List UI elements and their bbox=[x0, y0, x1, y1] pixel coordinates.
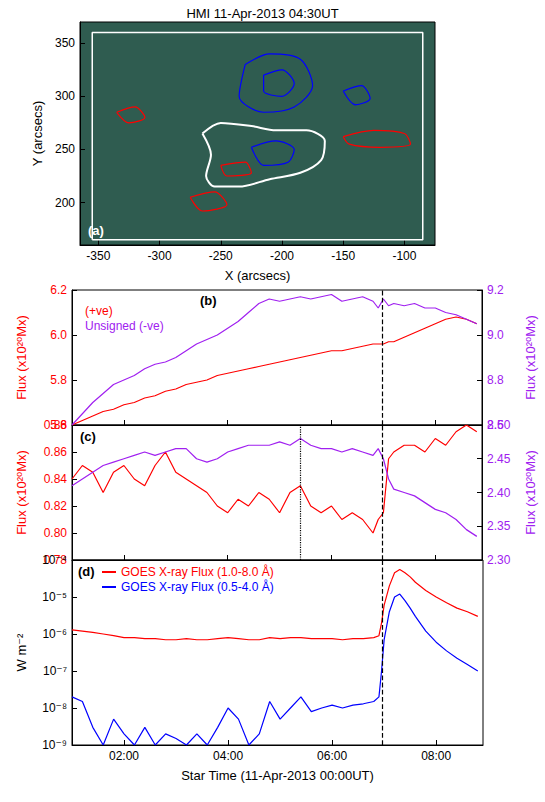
svg-text:5.8: 5.8 bbox=[50, 373, 67, 387]
svg-text:10⁻⁴: 10⁻⁴ bbox=[42, 553, 67, 567]
svg-text:X (arcsecs): X (arcsecs) bbox=[225, 268, 291, 283]
svg-text:8.8: 8.8 bbox=[487, 373, 504, 387]
svg-text:-100: -100 bbox=[392, 249, 416, 263]
svg-text:Flux (x10²⁰Mx): Flux (x10²⁰Mx) bbox=[14, 450, 29, 535]
svg-text:-350: -350 bbox=[86, 249, 110, 263]
svg-text:GOES X-ray Flux (1.0-8.0 Å): GOES X-ray Flux (1.0-8.0 Å) bbox=[121, 564, 274, 579]
svg-text:(b): (b) bbox=[200, 293, 217, 308]
svg-text:10⁻⁸: 10⁻⁸ bbox=[42, 701, 67, 715]
svg-text:10⁻⁹: 10⁻⁹ bbox=[42, 738, 67, 752]
svg-text:Unsigned (-ve): Unsigned (-ve) bbox=[85, 319, 164, 333]
svg-text:0.82: 0.82 bbox=[44, 499, 68, 513]
svg-text:(+ve): (+ve) bbox=[85, 304, 113, 318]
svg-text:6.0: 6.0 bbox=[50, 328, 67, 342]
svg-text:2.50: 2.50 bbox=[487, 418, 511, 432]
svg-text:06:00: 06:00 bbox=[317, 749, 347, 763]
svg-text:04:00: 04:00 bbox=[213, 749, 243, 763]
svg-text:Flux (x10²⁰Mx): Flux (x10²⁰Mx) bbox=[14, 315, 29, 400]
svg-text:9.0: 9.0 bbox=[487, 328, 504, 342]
svg-text:-250: -250 bbox=[209, 249, 233, 263]
svg-text:08:00: 08:00 bbox=[421, 749, 451, 763]
svg-text:10⁻⁷: 10⁻⁷ bbox=[43, 664, 67, 678]
svg-text:350: 350 bbox=[55, 36, 75, 50]
svg-text:-200: -200 bbox=[270, 249, 294, 263]
svg-text:0.84: 0.84 bbox=[44, 472, 68, 486]
svg-text:Y (arcsecs): Y (arcsecs) bbox=[30, 101, 45, 167]
svg-text:0.88: 0.88 bbox=[44, 418, 68, 432]
svg-text:0.86: 0.86 bbox=[44, 445, 68, 459]
svg-text:(d): (d) bbox=[78, 564, 95, 579]
svg-text:0.80: 0.80 bbox=[44, 526, 68, 540]
svg-text:GOES X-ray Flux (0.5-4.0 Å): GOES X-ray Flux (0.5-4.0 Å) bbox=[121, 579, 274, 594]
svg-text:200: 200 bbox=[55, 196, 75, 210]
svg-text:300: 300 bbox=[55, 89, 75, 103]
svg-text:9.2: 9.2 bbox=[487, 283, 504, 297]
svg-text:-150: -150 bbox=[331, 249, 355, 263]
svg-text:2.35: 2.35 bbox=[487, 519, 511, 533]
svg-text:(c): (c) bbox=[80, 429, 96, 444]
svg-text:2.30: 2.30 bbox=[487, 553, 511, 567]
svg-text:W m⁻²: W m⁻² bbox=[14, 633, 29, 672]
svg-text:10⁻⁵: 10⁻⁵ bbox=[42, 590, 67, 604]
svg-text:2.45: 2.45 bbox=[487, 452, 511, 466]
svg-text:HMI 11-Apr-2013 04:30UT: HMI 11-Apr-2013 04:30UT bbox=[186, 6, 338, 21]
svg-text:Star Time (11-Apr-2013 00:00UT: Star Time (11-Apr-2013 00:00UT) bbox=[181, 768, 374, 783]
svg-text:2.40: 2.40 bbox=[487, 486, 511, 500]
svg-text:10⁻⁶: 10⁻⁶ bbox=[42, 627, 67, 641]
svg-text:02:00: 02:00 bbox=[109, 749, 139, 763]
svg-text:(a): (a) bbox=[88, 223, 104, 238]
svg-text:6.2: 6.2 bbox=[50, 283, 67, 297]
svg-text:250: 250 bbox=[55, 142, 75, 156]
svg-text:-300: -300 bbox=[148, 249, 172, 263]
svg-text:Flux (x10²⁰Mx): Flux (x10²⁰Mx) bbox=[523, 450, 538, 535]
svg-text:Flux (x10²⁰Mx): Flux (x10²⁰Mx) bbox=[523, 315, 538, 400]
